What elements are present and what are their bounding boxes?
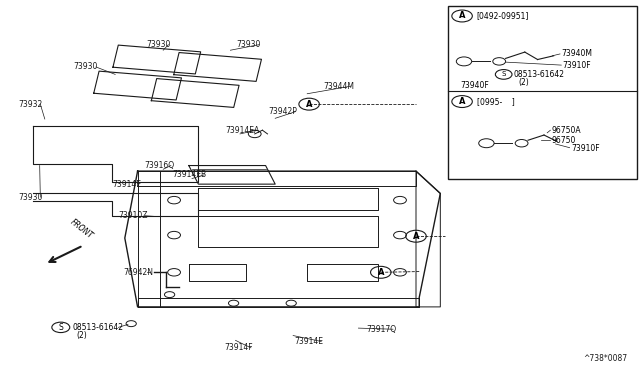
Text: 96750: 96750: [552, 136, 576, 145]
Text: 73942P: 73942P: [269, 107, 298, 116]
Text: ^738*0087: ^738*0087: [583, 354, 627, 363]
Text: 73910F: 73910F: [562, 61, 591, 70]
Text: 73917Q: 73917Q: [366, 325, 396, 334]
Text: 73914E: 73914E: [294, 337, 323, 346]
Text: S: S: [58, 323, 63, 332]
Text: [0995-    ]: [0995- ]: [477, 97, 515, 106]
Text: S: S: [502, 71, 506, 77]
Text: 73944M: 73944M: [323, 82, 354, 91]
Text: A: A: [378, 268, 384, 277]
Text: 73914F: 73914F: [224, 343, 253, 352]
Text: 08513-61642: 08513-61642: [514, 70, 565, 79]
Text: (2): (2): [77, 331, 88, 340]
Text: 73932: 73932: [18, 100, 42, 109]
Text: 08513-61642: 08513-61642: [72, 323, 124, 332]
Text: A: A: [413, 232, 419, 241]
Text: A: A: [459, 12, 465, 20]
Text: A: A: [306, 100, 312, 109]
Text: 73910F: 73910F: [571, 144, 600, 153]
Text: 73910Z: 73910Z: [118, 211, 148, 220]
Text: FRONT: FRONT: [69, 218, 95, 241]
Text: 73940M: 73940M: [561, 49, 592, 58]
Text: A: A: [459, 97, 465, 106]
Text: 73916Q: 73916Q: [144, 161, 174, 170]
Text: 73930: 73930: [74, 62, 98, 71]
Bar: [448, 6, 637, 179]
Text: 73914EB: 73914EB: [173, 170, 207, 179]
Text: (2): (2): [518, 78, 529, 87]
Text: 73930: 73930: [18, 193, 42, 202]
Text: 73930: 73930: [237, 40, 261, 49]
Text: 73940F: 73940F: [461, 81, 490, 90]
Text: [0492-09951]: [0492-09951]: [477, 12, 529, 20]
Text: 73914EA: 73914EA: [225, 126, 260, 135]
Text: 96750A: 96750A: [552, 126, 581, 135]
Text: 73914E: 73914E: [112, 180, 141, 189]
Text: 76942N: 76942N: [123, 268, 153, 277]
Text: 73930: 73930: [146, 40, 170, 49]
